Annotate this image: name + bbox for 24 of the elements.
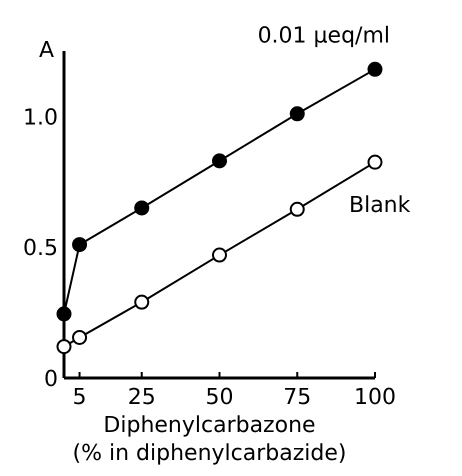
point xyxy=(134,200,150,216)
y-tick-label: 0.5 xyxy=(23,236,58,262)
x-axis-title: Diphenylcarbazone (% in diphenylcarbazide) xyxy=(72,413,346,466)
point xyxy=(290,202,305,217)
x-tick-label: 50 xyxy=(206,385,234,410)
point xyxy=(212,248,227,263)
series-label: Blank xyxy=(349,193,411,218)
x-tick-label: 100 xyxy=(354,385,396,410)
x-tick-label: 25 xyxy=(128,385,156,410)
point xyxy=(72,237,88,252)
point xyxy=(368,154,382,170)
point xyxy=(290,106,305,122)
point xyxy=(212,153,227,168)
point xyxy=(56,339,72,354)
x-tick-label: 75 xyxy=(283,385,312,410)
point xyxy=(72,330,88,345)
point xyxy=(134,294,150,310)
y-axis-title: A xyxy=(38,38,54,63)
y-tick-label: 0 xyxy=(44,367,58,392)
x-tick-label: 5 xyxy=(72,385,87,410)
series-label: 0.01 μeq/ml xyxy=(258,23,390,48)
point xyxy=(368,62,382,77)
y-tick-label: 1.0 xyxy=(23,105,58,130)
point xyxy=(56,306,72,322)
